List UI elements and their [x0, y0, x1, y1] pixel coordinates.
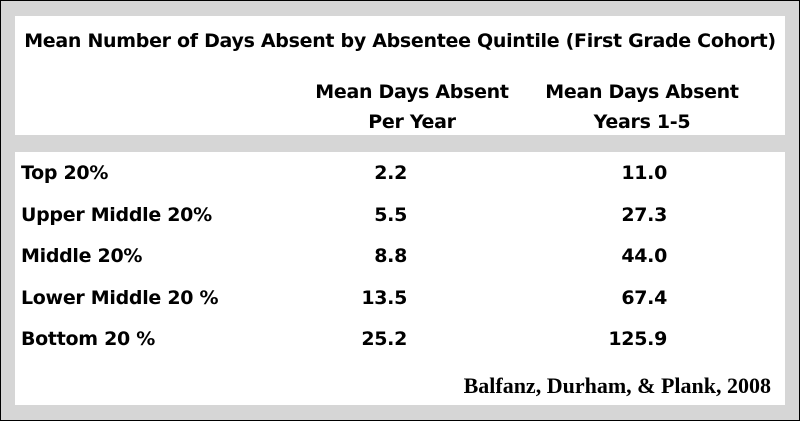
source-citation: Balfanz, Durham, & Plank, 2008	[463, 373, 771, 398]
cell-per-year: 25.2	[361, 328, 407, 350]
table-row: Middle 20% 8.8 44.0	[15, 241, 785, 271]
cell-per-year: 8.8	[374, 245, 407, 267]
header-panel: Mean Number of Days Absent by Absentee Q…	[15, 16, 785, 135]
cell-years-1-5: 27.3	[621, 203, 667, 226]
chart-title: Mean Number of Days Absent by Absentee Q…	[24, 30, 776, 52]
row-label: Bottom 20 %	[21, 328, 155, 350]
cell-per-year: 5.5	[374, 203, 407, 226]
table-row: Upper Middle 20% 5.5 27.3	[15, 200, 785, 230]
row-label: Top 20%	[21, 162, 109, 184]
cell-per-year: 13.5	[361, 286, 407, 309]
column-header-line: Per Year	[368, 111, 456, 133]
row-label: Lower Middle 20 %	[21, 286, 219, 309]
row-label: Middle 20%	[21, 245, 143, 267]
cell-years-1-5: 44.0	[621, 245, 667, 267]
table-row: Lower Middle 20 % 13.5 67.4	[15, 283, 785, 313]
column-header-line: Years 1-5	[593, 111, 691, 133]
row-label: Upper Middle 20%	[21, 203, 212, 226]
column-header-line: Mean Days Absent	[545, 81, 739, 103]
column-header-years-1-5: Mean Days Absent Years 1-5	[527, 77, 757, 137]
column-header-per-year: Mean Days Absent Per Year	[297, 77, 527, 137]
cell-years-1-5: 11.0	[621, 162, 667, 184]
cell-years-1-5: 125.9	[608, 328, 667, 350]
body-panel: Top 20% 2.2 11.0 Upper Middle 20% 5.5 27.3 Mid…	[15, 152, 785, 405]
cell-years-1-5: 67.4	[621, 286, 667, 309]
table-row: Top 20% 2.2 11.0	[15, 158, 785, 188]
column-header-line: Mean Days Absent	[315, 81, 509, 103]
table-row: Bottom 20 % 25.2 125.9	[15, 324, 785, 354]
cell-per-year: 2.2	[374, 162, 407, 184]
